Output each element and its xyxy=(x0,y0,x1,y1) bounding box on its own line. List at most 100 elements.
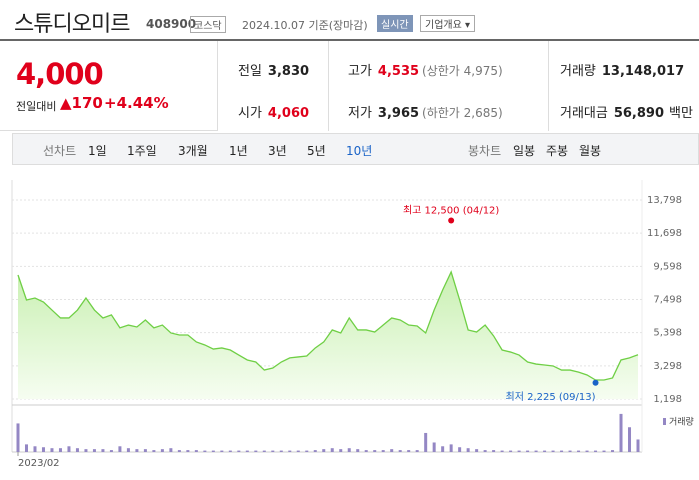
price-line xyxy=(17,270,639,381)
volume-bar xyxy=(492,450,496,452)
volume-bar xyxy=(228,450,232,452)
volume-bar xyxy=(458,447,462,452)
volume-bar xyxy=(177,450,181,452)
y-tick-label: 13,798 xyxy=(647,195,682,206)
volume-bar xyxy=(92,449,96,452)
stock-name: 스튜디오미르 xyxy=(14,12,130,37)
volume-bar xyxy=(84,449,88,452)
period-tab[interactable]: 3개월 xyxy=(178,144,208,158)
item-unit: 백만 xyxy=(669,106,693,121)
volume-bar xyxy=(602,450,606,452)
volume-bar xyxy=(483,450,487,452)
item-sub: (상한가 4,975) xyxy=(422,64,503,78)
volume-bar xyxy=(186,450,190,452)
period-tabs: 선차트 1일 1주일 3개월 1년 3년 5년 10년 봉차트 일봉 주봉 월봉 xyxy=(12,133,699,165)
volume-bar xyxy=(58,448,62,452)
volume-bar xyxy=(577,450,581,452)
volume-bar xyxy=(543,450,547,452)
quote-item: 저가 3,965 (하한가 2,685) xyxy=(348,102,503,121)
volume-bar xyxy=(279,450,283,452)
annotation: 최고 12,500 (04/12) xyxy=(403,205,499,217)
realtime-button[interactable]: 실시간 xyxy=(377,15,413,32)
item-sub: (하한가 2,685) xyxy=(422,106,503,120)
volume-bar xyxy=(407,450,411,452)
overview-text: 기업개요 xyxy=(425,20,462,31)
stock-code: 408900 xyxy=(146,17,197,31)
volume-bar xyxy=(254,450,258,452)
item-label: 시가 xyxy=(238,106,262,121)
overview-dropdown[interactable]: 기업개요 ▾ xyxy=(420,15,476,32)
candle-tab[interactable]: 일봉 xyxy=(513,144,536,158)
period-tab[interactable]: 1년 xyxy=(229,144,248,158)
volume-bar xyxy=(466,448,470,452)
volume-bar xyxy=(415,450,419,452)
volume-bar xyxy=(41,447,45,452)
volume-bar xyxy=(619,413,623,452)
volume-bar xyxy=(271,450,275,452)
volume-bar xyxy=(551,450,555,452)
volume-bar xyxy=(347,448,351,452)
volume-bar xyxy=(288,450,292,452)
volume-bar xyxy=(126,448,130,452)
volume-bar xyxy=(398,450,402,452)
change-value: 170 xyxy=(71,94,103,112)
volume-bar xyxy=(364,450,368,452)
period-tab[interactable]: 1주일 xyxy=(127,144,157,158)
volume-bar xyxy=(390,449,394,452)
volume-bar xyxy=(296,450,300,452)
volume-bar xyxy=(509,450,513,452)
item-value: 4,060 xyxy=(267,106,310,121)
price: 4,000 xyxy=(16,57,104,91)
volume-bar xyxy=(585,450,589,452)
volume-bar xyxy=(432,442,436,452)
volume-bar xyxy=(339,449,343,452)
volume-bar xyxy=(568,450,572,452)
change: ▲170 xyxy=(60,94,103,112)
period-tab[interactable]: 1일 xyxy=(88,144,107,158)
period-tab[interactable]: 10년 xyxy=(346,144,373,158)
quote-item: 거래대금 56,890 백만 xyxy=(560,102,693,121)
candle-tab[interactable]: 주봉 xyxy=(546,144,569,158)
volume-bar xyxy=(636,439,640,452)
divider xyxy=(548,41,549,131)
basis: 기준(장마감) xyxy=(308,19,368,32)
volume-bar xyxy=(24,444,28,452)
tab-group-label: 봉차트 xyxy=(468,144,502,158)
legend-label: 거래량 xyxy=(669,416,694,428)
volume-bar xyxy=(517,450,521,452)
volume-bar xyxy=(305,450,309,452)
volume-bar xyxy=(262,450,266,452)
date-text: 2024.10.07 xyxy=(242,19,305,32)
quote-item: 전일 3,830 xyxy=(238,60,309,79)
volume-bar xyxy=(118,446,122,452)
volume-bar xyxy=(67,446,71,452)
volume-bar xyxy=(203,450,207,452)
volume-bar xyxy=(594,450,598,452)
volume-bar xyxy=(560,450,564,452)
period-tab[interactable]: 3년 xyxy=(268,144,287,158)
item-label: 저가 xyxy=(348,106,372,121)
y-tick-label: 3,298 xyxy=(653,361,682,372)
volume-bar xyxy=(330,448,334,452)
divider xyxy=(328,41,329,131)
quote-item: 시가 4,060 xyxy=(238,102,309,121)
volume-bar xyxy=(101,449,105,452)
item-label: 거래대금 xyxy=(560,106,608,121)
volume-bar xyxy=(381,450,385,452)
y-tick-label: 5,398 xyxy=(653,328,682,339)
volume-bar xyxy=(109,450,113,452)
volume-bar xyxy=(33,446,37,452)
change-label: 전일대비 xyxy=(16,100,57,113)
change-pct: +4.44% xyxy=(104,94,169,112)
volume-bar xyxy=(245,450,249,452)
volume-bar xyxy=(449,444,453,452)
y-tick-label: 9,598 xyxy=(653,261,682,272)
extreme-dot xyxy=(592,379,599,386)
item-label: 전일 xyxy=(238,64,262,79)
item-label: 고가 xyxy=(348,64,372,79)
y-tick-label: 7,498 xyxy=(653,295,682,306)
period-tab[interactable]: 5년 xyxy=(307,144,326,158)
candle-tab[interactable]: 월봉 xyxy=(579,144,602,158)
